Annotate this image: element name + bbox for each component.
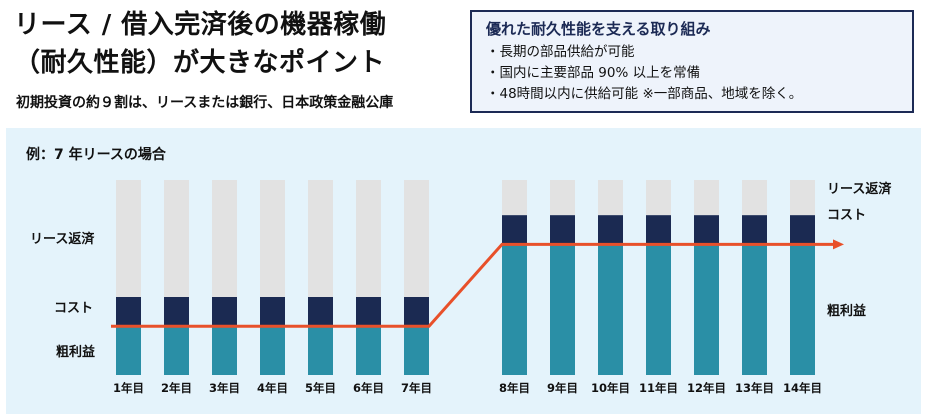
bar-profit-2: [164, 326, 189, 375]
bar-lease-3: [212, 180, 237, 297]
bar-residual-11: [646, 180, 671, 216]
tick-label-12: 12年目: [687, 381, 726, 395]
bar-residual-8: [502, 180, 527, 216]
bar-profit-13: [742, 244, 767, 375]
bar-profit-5: [308, 326, 333, 375]
legend-left-cost: コスト: [54, 301, 93, 316]
bar-residual-10: [598, 180, 623, 216]
tick-label-14: 14年目: [783, 381, 822, 395]
bar-cost-4: [260, 297, 285, 327]
tick-label-4: 4年目: [257, 381, 288, 395]
legend-right-profit: 粗利益: [827, 303, 866, 319]
profit-trend-line: [111, 242, 833, 328]
legend-right-lease: リース返済: [827, 181, 892, 197]
tick-label-8: 8年目: [499, 381, 530, 395]
bar-lease-5: [308, 180, 333, 297]
page-title: リース / 借入完済後の機器稼働 （耐久性能）が大きなポイント: [14, 6, 386, 82]
bar-profit-3: [212, 326, 237, 375]
bar-profit-9: [550, 244, 575, 375]
bar-lease-4: [260, 180, 285, 297]
info-box-list: 長期の部品供給が可能 国内に主要部品 90% 以上を常備 48時間以内に供給可能…: [486, 42, 898, 105]
bar-profit-14: [790, 244, 815, 375]
bar-profit-10: [598, 244, 623, 375]
chart-title: 例：7 年リースの場合: [26, 147, 166, 163]
bar-lease-1: [116, 180, 141, 297]
bar-cost-14: [790, 215, 815, 245]
bar-lease-2: [164, 180, 189, 297]
bar-cost-6: [356, 297, 381, 327]
title-line-1: リース / 借入完済後の機器稼働: [14, 10, 387, 40]
bar-profit-12: [694, 244, 719, 375]
bar-cost-11: [646, 215, 671, 245]
tick-label-7: 7年目: [401, 381, 432, 395]
bar-cost-10: [598, 215, 623, 245]
bar-residual-9: [550, 180, 575, 216]
tick-label-13: 13年目: [735, 381, 774, 395]
tick-label-11: 11年目: [639, 381, 678, 395]
chart-panel: [6, 128, 921, 414]
tick-label-3: 3年目: [209, 381, 240, 395]
tick-label-2: 2年目: [161, 381, 192, 395]
info-item-1: 長期の部品供給が可能: [486, 42, 898, 63]
bar-profit-8: [502, 244, 527, 375]
bar-cost-2: [164, 297, 189, 327]
bar-residual-14: [790, 180, 815, 216]
bar-cost-3: [212, 297, 237, 327]
info-item-3: 48時間以内に供給可能 ※一部商品、地域を除く。: [486, 84, 898, 105]
tick-label-1: 1年目: [113, 381, 144, 395]
bar-profit-6: [356, 326, 381, 375]
bar-profit-7: [404, 326, 429, 375]
bar-residual-12: [694, 180, 719, 216]
bar-cost-5: [308, 297, 333, 327]
trend-arrowhead: [833, 239, 844, 250]
tick-label-5: 5年目: [305, 381, 336, 395]
durability-info-box: 優れた耐久性能を支える取り組み 長期の部品供給が可能 国内に主要部品 90% 以…: [470, 10, 914, 113]
subtitle: 初期投資の約９割は、リースまたは銀行、日本政策金融公庫: [16, 95, 394, 111]
bar-cost-8: [502, 215, 527, 245]
info-item-2: 国内に主要部品 90% 以上を常備: [486, 63, 898, 84]
legend-left-lease: リース返済: [30, 231, 95, 247]
bar-cost-13: [742, 215, 767, 245]
tick-label-10: 10年目: [591, 381, 630, 395]
bar-profit-4: [260, 326, 285, 375]
bar-lease-7: [404, 180, 429, 297]
legend-left-profit: 粗利益: [56, 344, 95, 360]
tick-label-6: 6年目: [353, 381, 384, 395]
bar-profit-11: [646, 244, 671, 375]
bar-cost-9: [550, 215, 575, 245]
legend-right-cost: コスト: [827, 208, 866, 223]
bar-cost-12: [694, 215, 719, 245]
bar-lease-6: [356, 180, 381, 297]
bar-residual-13: [742, 180, 767, 216]
bar-cost-1: [116, 297, 141, 327]
bar-profit-1: [116, 326, 141, 375]
title-line-2: （耐久性能）が大きなポイント: [14, 48, 386, 78]
tick-label-9: 9年目: [547, 381, 578, 395]
bar-cost-7: [404, 297, 429, 327]
info-box-title: 優れた耐久性能を支える取り組み: [486, 20, 711, 38]
